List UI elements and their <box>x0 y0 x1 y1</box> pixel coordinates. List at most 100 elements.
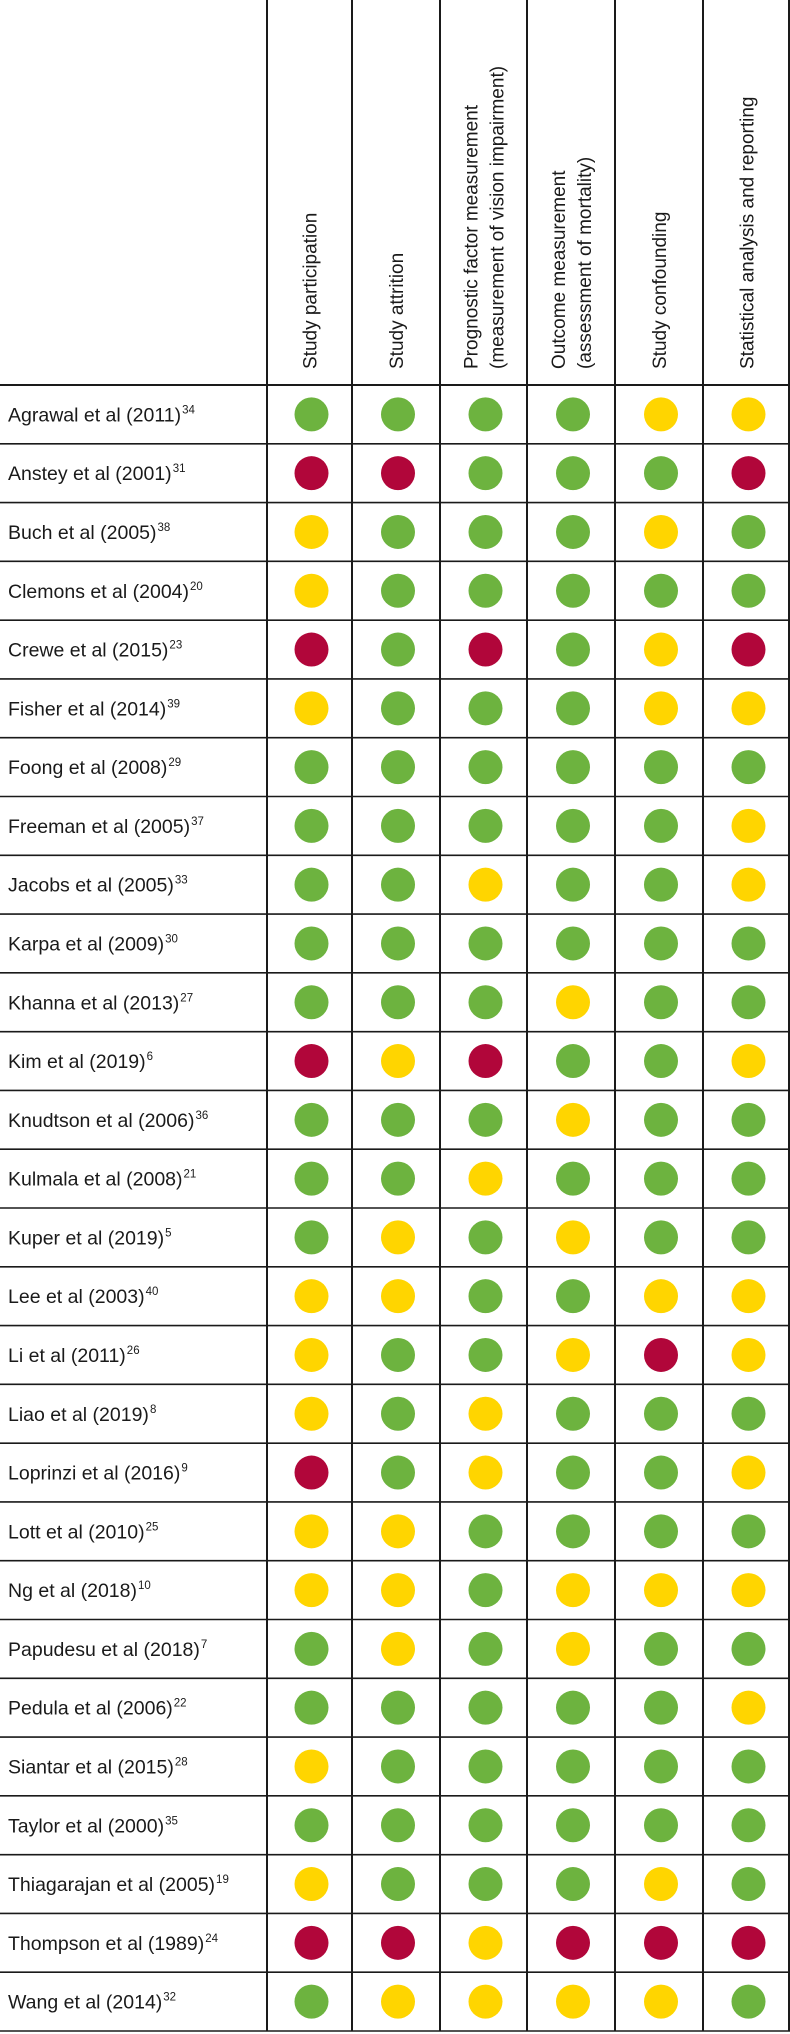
rating-dot-high <box>294 632 329 667</box>
rating-dot-low <box>294 750 329 785</box>
rating-dot-low <box>644 1808 678 1843</box>
rating-dot-low <box>556 1161 590 1196</box>
rating-dot-low <box>644 1690 678 1725</box>
rating-dot-low <box>556 808 590 843</box>
study-label: Buch et al (2005)38 <box>8 522 170 544</box>
study-label: Liao et al (2019)8 <box>8 1404 156 1426</box>
study-label: Siantar et al (2015)28 <box>8 1756 188 1778</box>
rating-dot-low <box>556 1514 590 1549</box>
rating-dot-low <box>644 456 678 491</box>
rating-dot-low <box>556 632 590 667</box>
rating-dot-low <box>644 1161 678 1196</box>
rating-dot-low <box>381 1690 415 1725</box>
study-label: Kuper et al (2019)5 <box>8 1227 172 1249</box>
column-header: Study participation <box>301 213 322 369</box>
rating-dot-low <box>556 1396 590 1431</box>
rating-dot-high <box>731 456 766 491</box>
rating-dot-low <box>731 1396 766 1431</box>
rating-dot-moderate <box>381 1573 415 1608</box>
rating-dot-low <box>731 1161 766 1196</box>
rating-dot-low <box>294 1220 329 1255</box>
rating-dot-moderate <box>556 1337 590 1372</box>
rating-dot-low <box>644 1102 678 1137</box>
column-header: (measurement of vision impairment) <box>488 66 509 369</box>
rating-dot-low <box>731 1220 766 1255</box>
rating-dot-low <box>381 1455 415 1490</box>
rating-dot-moderate <box>644 1279 678 1314</box>
study-label: Clemons et al (2004)20 <box>8 581 203 603</box>
rating-dot-low <box>468 573 503 608</box>
rating-dot-low <box>381 632 415 667</box>
rating-dot-moderate <box>294 573 329 608</box>
rating-dot-high <box>468 632 503 667</box>
study-label: Fisher et al (2014)39 <box>8 698 180 720</box>
rating-dot-moderate <box>381 1514 415 1549</box>
rating-dot-low <box>468 926 503 961</box>
rating-dot-moderate <box>294 514 329 549</box>
rating-dot-high <box>294 456 329 491</box>
rating-dot-moderate <box>468 1925 503 1960</box>
rating-dot-moderate <box>381 1279 415 1314</box>
rating-dot-moderate <box>556 1102 590 1137</box>
rating-dot-low <box>381 985 415 1020</box>
column-header: Study attrition <box>387 253 408 369</box>
rating-dot-low <box>468 691 503 726</box>
rating-dot-low <box>731 514 766 549</box>
rating-dot-low <box>381 1749 415 1784</box>
study-label: Thiagarajan et al (2005)19 <box>8 1874 229 1896</box>
rating-dot-low <box>731 1631 766 1666</box>
rating-dot-low <box>294 397 329 432</box>
rating-dot-moderate <box>294 691 329 726</box>
rating-dot-low <box>644 1514 678 1549</box>
rating-dot-low <box>294 1808 329 1843</box>
rating-dot-low <box>468 1573 503 1608</box>
study-label: Freeman et al (2005)37 <box>8 816 204 838</box>
rating-dot-moderate <box>294 1279 329 1314</box>
rating-dot-high <box>556 1925 590 1960</box>
rating-dot-low <box>644 1396 678 1431</box>
rating-dot-low <box>468 1749 503 1784</box>
rating-dot-low <box>468 514 503 549</box>
rating-dot-high <box>644 1925 678 1960</box>
rating-dot-moderate <box>294 1514 329 1549</box>
study-label: Ng et al (2018)10 <box>8 1580 151 1602</box>
rating-dot-moderate <box>294 1337 329 1372</box>
rating-dot-low <box>556 1808 590 1843</box>
rating-dot-moderate <box>731 867 766 902</box>
rating-dot-low <box>294 1161 329 1196</box>
study-label: Kim et al (2019)6 <box>8 1051 153 1073</box>
rating-dot-low <box>468 1337 503 1372</box>
rating-dot-low <box>468 1631 503 1666</box>
study-label: Lee et al (2003)40 <box>8 1286 158 1308</box>
rating-dot-moderate <box>644 1573 678 1608</box>
rating-dot-low <box>468 1690 503 1725</box>
rating-dot-high <box>468 1044 503 1079</box>
rating-dot-low <box>556 926 590 961</box>
rating-dot-high <box>381 1925 415 1960</box>
rating-dot-low <box>731 985 766 1020</box>
rating-dot-low <box>556 1279 590 1314</box>
rating-dot-low <box>381 573 415 608</box>
rating-dot-moderate <box>644 397 678 432</box>
study-label: Khanna et al (2013)27 <box>8 992 193 1014</box>
rating-dot-moderate <box>468 867 503 902</box>
rating-dot-moderate <box>294 1867 329 1902</box>
rating-dot-low <box>556 1749 590 1784</box>
rating-dot-moderate <box>731 1044 766 1079</box>
rating-dot-low <box>381 926 415 961</box>
rating-dot-low <box>731 573 766 608</box>
rating-dot-low <box>731 1867 766 1902</box>
rating-dot-low <box>294 926 329 961</box>
rating-dot-high <box>294 1044 329 1079</box>
rating-dot-low <box>556 397 590 432</box>
rating-dot-low <box>468 1808 503 1843</box>
rating-dot-low <box>468 397 503 432</box>
rating-dot-moderate <box>644 1984 678 2019</box>
rating-dot-low <box>731 1984 766 2019</box>
rating-dot-low <box>468 1102 503 1137</box>
rating-dot-moderate <box>381 1631 415 1666</box>
rating-dot-low <box>468 456 503 491</box>
column-header: Outcome measurement <box>549 170 570 369</box>
rating-dot-low <box>381 1867 415 1902</box>
